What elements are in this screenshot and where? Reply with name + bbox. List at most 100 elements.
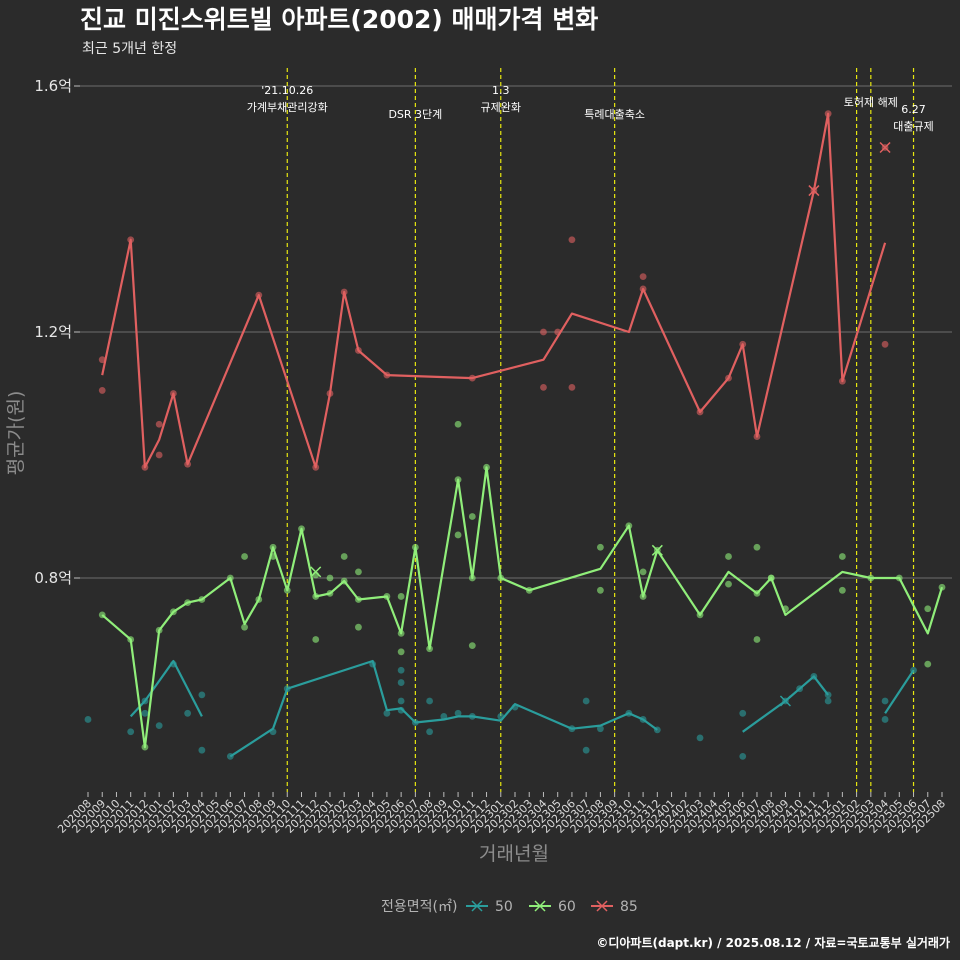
data-point <box>454 709 462 717</box>
legend-item-50: 50 <box>466 899 513 915</box>
data-point <box>468 642 476 650</box>
series-line <box>742 675 829 733</box>
data-point <box>881 716 889 723</box>
data-point <box>397 648 405 656</box>
data-point <box>739 709 747 717</box>
data-point <box>696 734 704 742</box>
data-point <box>84 716 92 723</box>
data-point <box>838 586 846 594</box>
event-label: 규제완화 <box>481 101 521 114</box>
data-point <box>454 420 462 428</box>
data-point <box>426 728 433 736</box>
data-series <box>84 110 946 760</box>
legend-item-60: 60 <box>529 899 576 915</box>
data-point <box>198 746 206 754</box>
x-marker <box>310 566 322 578</box>
series-50 <box>84 659 917 760</box>
data-point <box>597 543 604 551</box>
y-tick-label: 1.2억 <box>34 323 72 341</box>
x-marker <box>879 141 891 154</box>
legend-label: 60 <box>558 899 576 915</box>
series-line <box>884 669 915 714</box>
event-label: 1.3 <box>492 84 510 97</box>
y-tick-label: 0.8억 <box>34 569 72 587</box>
data-point <box>582 746 590 754</box>
x-marker <box>808 185 820 197</box>
data-point <box>155 451 163 459</box>
data-point <box>739 752 747 760</box>
legend-key-marker <box>596 900 608 912</box>
data-point <box>127 728 135 736</box>
source-caption: ©디아파트(dapt.kr) / 2025.08.12 / 자료=국토교통부 실… <box>596 935 950 950</box>
data-point <box>881 697 889 705</box>
series-60 <box>98 420 946 751</box>
event-label: 토허제 해제 <box>844 95 898 109</box>
y-axis-title: 평균가(원) <box>5 391 27 476</box>
data-point <box>838 553 846 560</box>
data-point <box>753 636 761 643</box>
data-point <box>340 553 348 560</box>
data-point <box>155 420 163 428</box>
data-point <box>639 273 647 281</box>
data-point <box>198 691 206 699</box>
data-point <box>540 383 547 391</box>
data-point <box>241 553 248 560</box>
data-point <box>568 236 576 244</box>
data-point <box>582 697 590 705</box>
chart-subtitle: 최근 5개년 한정 <box>82 41 177 57</box>
data-point <box>597 586 604 594</box>
data-point <box>397 593 405 600</box>
data-point <box>824 697 832 705</box>
data-point <box>98 356 106 364</box>
data-point <box>454 531 462 539</box>
data-point <box>540 328 547 336</box>
event-label: DSR 3단계 <box>388 108 442 121</box>
chart-title: 진교 미진스위트빌 아파트(2002) 매매가격 변화 <box>80 5 598 34</box>
data-point <box>924 605 932 613</box>
y-axis: 0.8억 1.2억 1.6억 <box>34 77 80 587</box>
data-point <box>355 623 362 631</box>
data-point <box>753 543 761 551</box>
data-point <box>98 387 106 394</box>
data-point <box>426 697 433 705</box>
data-point <box>355 568 362 576</box>
data-point <box>639 568 647 576</box>
legend-key-marker <box>534 900 546 912</box>
event-label: 대출규제 <box>893 120 933 133</box>
data-point <box>312 636 320 643</box>
legend-key-marker <box>471 900 483 912</box>
data-point <box>568 383 576 391</box>
series-line <box>229 659 658 758</box>
event-label: '21.10.26 <box>261 84 313 97</box>
series-line <box>129 659 203 718</box>
legend-title: 전용면적(㎡) <box>381 899 457 915</box>
data-point <box>383 709 391 717</box>
data-point <box>326 574 334 582</box>
legend-item-85: 85 <box>591 899 638 915</box>
gridlines <box>80 85 952 579</box>
data-point <box>924 660 932 668</box>
x-axis-title: 거래년월 <box>479 843 549 865</box>
data-point <box>141 709 149 717</box>
data-point <box>241 623 248 631</box>
data-point <box>725 580 732 588</box>
legend-label: 85 <box>620 899 638 915</box>
data-point <box>597 725 604 733</box>
data-point <box>881 340 889 348</box>
event-label: 가계부채관리강화 <box>247 101 328 114</box>
data-point <box>468 513 476 520</box>
event-label: 특례대출축소 <box>584 108 645 121</box>
data-point <box>397 679 405 686</box>
legend-label: 50 <box>495 899 513 915</box>
data-point <box>725 553 732 560</box>
event-label: 6.27 <box>901 103 926 116</box>
series-line <box>101 112 887 469</box>
y-tick-label: 1.6억 <box>34 77 72 95</box>
data-point <box>155 722 163 729</box>
x-axis: 2020082020092020102020112020122021012021… <box>55 792 948 836</box>
data-point <box>184 709 192 717</box>
series-line <box>101 466 944 749</box>
x-marker <box>651 544 663 556</box>
